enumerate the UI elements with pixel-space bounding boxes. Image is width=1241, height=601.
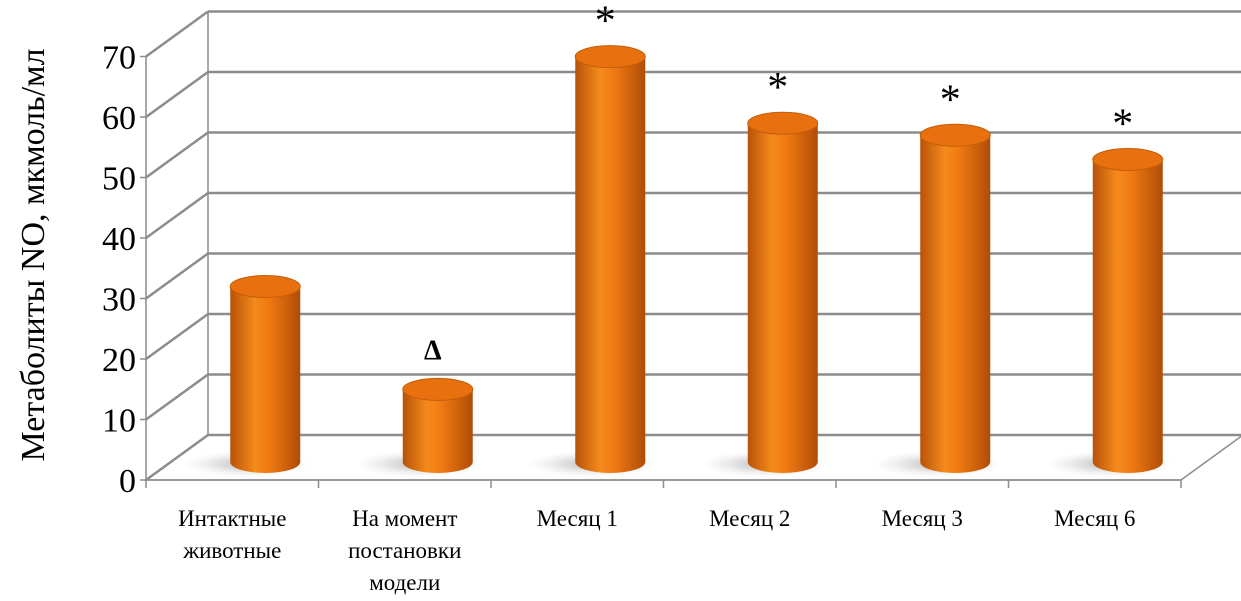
x-tick-label-line: Месяц 6: [1054, 506, 1135, 531]
x-tick-label-line: Интактные: [178, 506, 286, 531]
x-tick-label: Интактные животные: [178, 506, 286, 563]
y-axis-label: Метаболиты NO, мкмоль/мл: [15, 48, 52, 461]
bar-top: [574, 45, 646, 69]
x-tick-label-line: Месяц 1: [537, 506, 618, 531]
y-tick-label: 30: [102, 282, 136, 319]
x-tick-label-line: На момент: [352, 506, 457, 531]
annotation-asterisk: *: [595, 0, 616, 45]
bar: [701, 111, 828, 477]
bar-top: [747, 111, 819, 135]
x-tick-label-line: животные: [182, 538, 281, 563]
bar-body: [230, 286, 301, 473]
grid-diagonal: [145, 312, 209, 361]
grid-diagonal: [145, 433, 209, 482]
x-tick-label: Месяц 2: [709, 506, 790, 531]
grid-diagonal: [145, 252, 209, 300]
bar-body: [1092, 159, 1163, 473]
bar: [529, 45, 656, 477]
bar: [356, 377, 483, 477]
x-tick-label: Месяц 1: [537, 506, 618, 531]
y-tick-label: 60: [102, 100, 136, 137]
annotation-delta: Δ: [424, 335, 442, 366]
chart-grid: [145, 10, 1241, 482]
x-tick-label: Месяц 3: [882, 506, 963, 531]
y-tick-label: 40: [102, 221, 136, 258]
bar-body: [747, 123, 818, 473]
bar: [1046, 148, 1173, 477]
bar-body: [402, 389, 473, 473]
grid-diagonal: [145, 191, 209, 240]
x-tick-label-line: Месяц 2: [709, 506, 790, 531]
y-tick-label: 20: [102, 342, 136, 379]
y-tick-label: 10: [102, 403, 136, 440]
bar: [184, 275, 311, 477]
x-tick-label-line: Месяц 3: [882, 506, 963, 531]
y-tick-label: 70: [102, 40, 136, 77]
annotation-asterisk: *: [767, 65, 788, 111]
x-tick-label-line: постановки: [348, 538, 461, 563]
grid-diagonal: [145, 10, 209, 58]
bar-body: [920, 135, 991, 474]
bar: [874, 123, 1001, 477]
chart-labels: 0 10 20 30 40 50 60 70 Метаболиты NO, мкмоль/мл И…: [15, 0, 1135, 595]
annotation-asterisk: *: [940, 77, 961, 123]
grid-diagonal: [145, 373, 209, 421]
chart-bars: [184, 45, 1173, 477]
chart-axes: [140, 55, 1182, 488]
y-tick-label: 50: [102, 161, 136, 198]
bar-top: [229, 275, 301, 299]
bar-top: [1092, 148, 1164, 171]
annotation-asterisk: *: [1112, 102, 1133, 148]
x-tick-label: На момент постановки модели: [348, 506, 461, 595]
x-tick-label-line: модели: [369, 570, 440, 595]
x-tick-label: Месяц 6: [1054, 506, 1135, 531]
grid-diagonal: [145, 70, 209, 119]
y-tick-label: 0: [119, 463, 136, 500]
grid-diagonal: [145, 131, 209, 179]
bar-body: [575, 56, 646, 474]
bar-top: [919, 123, 991, 147]
bar-top: [402, 377, 474, 401]
